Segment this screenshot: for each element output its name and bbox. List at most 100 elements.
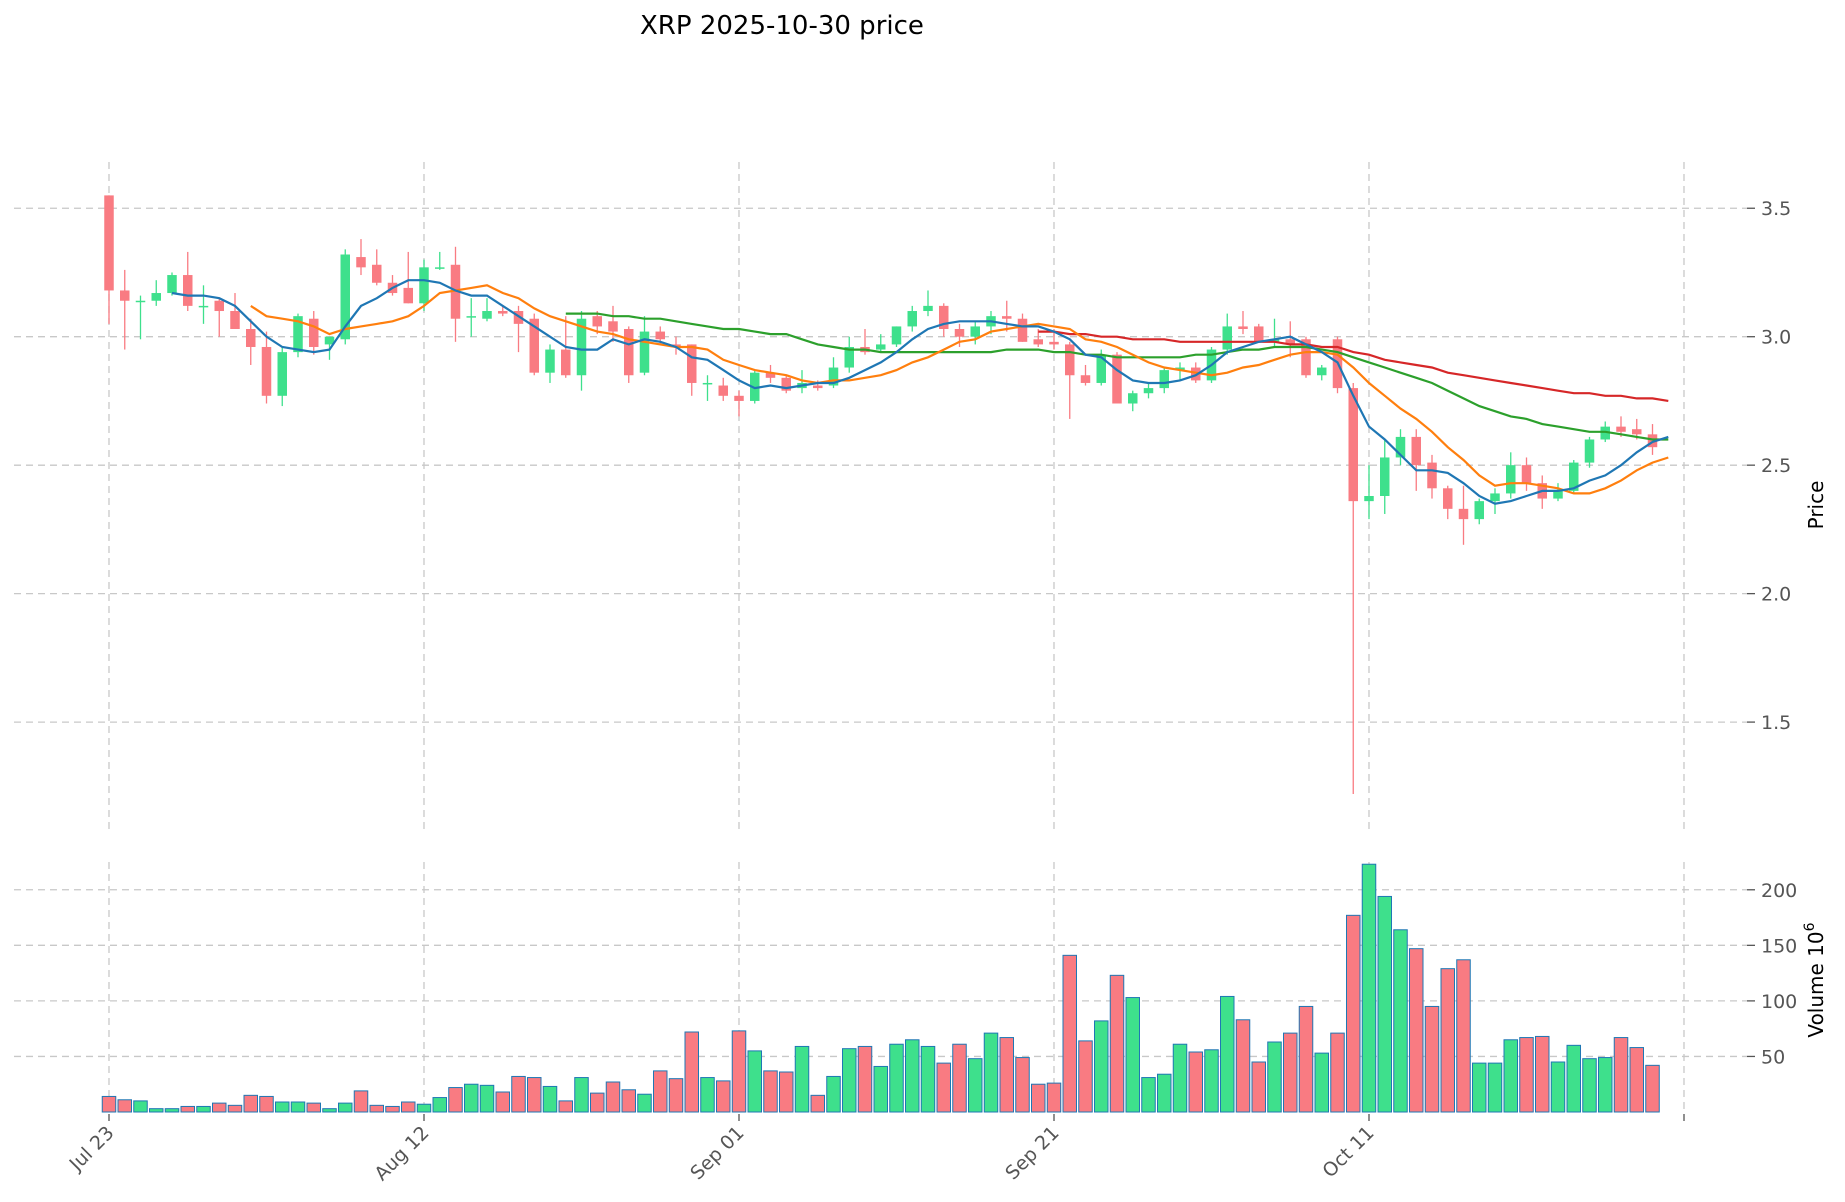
candle-body <box>435 267 445 269</box>
volume-bar <box>1283 1032 1298 1113</box>
candle-body <box>1553 490 1563 499</box>
volume-axis-label-text: Volume 10 <box>1804 931 1828 1037</box>
candle-body <box>1112 354 1122 404</box>
candle <box>781 375 791 394</box>
volume-bar <box>1314 1052 1329 1113</box>
candle <box>1112 352 1122 404</box>
candle <box>466 298 476 337</box>
candle <box>1317 364 1327 381</box>
candle-body <box>1096 354 1106 383</box>
chart-title: XRP 2025-10-30 price <box>640 11 924 41</box>
candle <box>1474 498 1484 525</box>
volume-bar <box>1472 1062 1487 1113</box>
candle-body <box>828 367 839 386</box>
volume-bar <box>1361 863 1377 1113</box>
volume-bar <box>479 1084 495 1113</box>
candle-body <box>277 352 287 396</box>
candle-body <box>750 372 760 401</box>
volume-bar <box>1346 914 1361 1113</box>
candle <box>765 364 776 383</box>
candle <box>1411 429 1421 491</box>
candle-body <box>340 254 350 340</box>
candle-body <box>1411 436 1421 466</box>
candle <box>372 249 382 286</box>
candle-body <box>1427 462 1437 489</box>
candle <box>498 305 508 317</box>
volume-bar <box>527 1077 542 1113</box>
volume-bar <box>1188 1051 1203 1113</box>
volume-bar <box>1267 1041 1282 1113</box>
candle-body <box>954 329 965 337</box>
price-tick-label: 3.5 <box>1761 198 1791 220</box>
volume-bar <box>1503 1039 1518 1113</box>
volume-bar <box>763 1070 778 1113</box>
candle-body <box>1364 496 1374 502</box>
candle <box>576 311 587 391</box>
candle <box>687 344 697 396</box>
candle <box>592 311 602 335</box>
candlesticks <box>104 195 1658 795</box>
candle <box>1506 452 1516 499</box>
volume-bar <box>1046 1082 1062 1113</box>
volume-bar <box>637 1093 652 1113</box>
volume-bar <box>290 1101 306 1113</box>
candle <box>151 280 161 306</box>
candle-body <box>545 349 555 373</box>
volume-bar <box>700 1077 715 1113</box>
volume-bar <box>1298 1005 1314 1113</box>
candle <box>970 321 980 345</box>
volume-bar <box>857 1045 873 1113</box>
candle-body <box>1175 367 1185 371</box>
volume-bar <box>1062 954 1077 1113</box>
candle <box>1364 465 1374 520</box>
candle <box>1065 341 1075 419</box>
volume-bar <box>1566 1044 1581 1113</box>
candle-body <box>1222 326 1232 350</box>
x-tick-label: Aug 12 <box>370 1122 433 1185</box>
volume-bar <box>243 1094 258 1113</box>
candle <box>1285 321 1295 358</box>
volume-bar <box>117 1099 132 1113</box>
candle <box>403 251 413 304</box>
candle <box>718 377 728 401</box>
candle-body <box>592 316 602 327</box>
volume-bar <box>1582 1058 1597 1113</box>
candle-body <box>923 305 933 312</box>
volume-bar <box>1393 929 1408 1113</box>
candle-body <box>1285 339 1295 345</box>
candle-body <box>1647 434 1658 448</box>
volume-bar <box>448 1087 463 1113</box>
volume-bar <box>1157 1073 1172 1113</box>
candle <box>1159 367 1169 394</box>
volume-bar <box>1235 1019 1251 1113</box>
candle <box>876 334 886 353</box>
candle <box>482 298 492 322</box>
volume-bar <box>275 1101 290 1113</box>
candle-body <box>1490 493 1500 502</box>
candle-body <box>529 318 539 373</box>
candle-body <box>702 382 713 385</box>
candle <box>939 303 949 337</box>
volume-bar <box>1409 948 1424 1113</box>
volume-bar <box>1015 1057 1030 1113</box>
volume-bar <box>668 1078 684 1113</box>
ma10-line <box>250 284 1669 495</box>
volume-bar <box>1535 1035 1550 1113</box>
volume-bar <box>432 1097 447 1113</box>
candle-body <box>1128 393 1138 404</box>
candle <box>1222 313 1232 355</box>
volume-bar <box>794 1045 810 1113</box>
volume-bar <box>920 1045 936 1113</box>
candle-body <box>1474 501 1484 520</box>
candle <box>246 318 256 365</box>
candle <box>277 346 287 407</box>
candle-body <box>907 311 917 327</box>
candle-body <box>1017 318 1028 342</box>
volume-bar <box>1456 959 1471 1113</box>
candle-body <box>1521 465 1532 484</box>
volume-bar <box>590 1092 605 1113</box>
candle-body <box>151 293 161 301</box>
volume-bar <box>464 1083 479 1113</box>
price-tick-label: 2.5 <box>1761 455 1791 477</box>
volume-bar <box>1487 1062 1503 1113</box>
